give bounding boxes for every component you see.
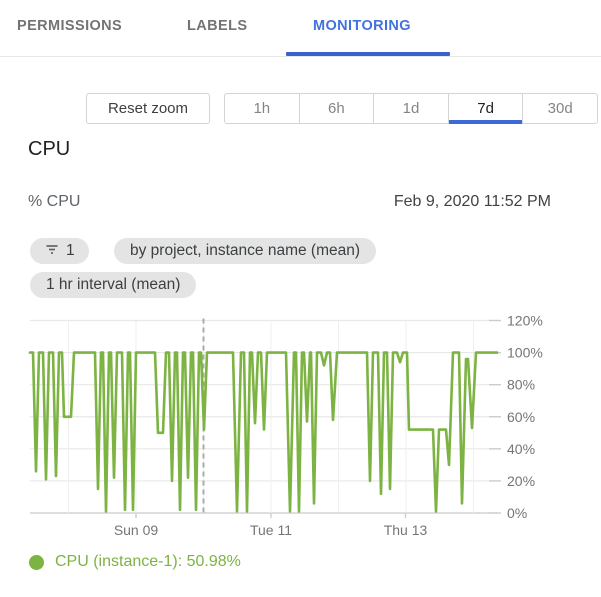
reset-zoom-button[interactable]: Reset zoom [86,93,210,124]
y-axis-label-60: 60% [507,409,535,425]
range-button-7d[interactable]: 7d [447,94,523,124]
y-axis-label-40: 40% [507,441,535,457]
x-axis-label: Sun 09 [114,522,159,538]
metric-label: % CPU [28,193,81,210]
x-axis-label: Thu 13 [384,522,428,538]
y-axis-label-80: 80% [507,377,535,393]
tab-labels[interactable]: LABELS [187,18,248,34]
time-range-button-group: 1h 6h 1d 7d 30d [224,93,598,124]
legend-item-cpu-instance-1[interactable]: CPU (instance-1): 50.98% [29,553,241,571]
filter-list-icon [44,241,60,262]
filter-count-chip[interactable]: 1 [30,238,89,264]
legend-label: CPU (instance-1): 50.98% [55,553,241,570]
cpu-usage-chart[interactable]: 120% 100% 80% 60% 40% 20% 0% Sun 09 Tue 11 Thu 13 [0,310,601,547]
active-tab-underline [286,52,450,56]
series-line-cpu [28,351,499,513]
tab-monitoring[interactable]: MONITORING [313,18,411,34]
range-button-1h[interactable]: 1h [225,94,299,123]
chart-timestamp: Feb 9, 2020 11:52 PM [393,193,551,210]
range-button-6h[interactable]: 6h [298,94,374,123]
y-axis-label-0: 0% [507,505,527,521]
tab-bar: PERMISSIONS LABELS MONITORING [0,0,601,57]
group-by-chip[interactable]: by project, instance name (mean) [114,238,377,264]
range-button-30d[interactable]: 30d [522,94,597,123]
interval-chip[interactable]: 1 hr interval (mean) [30,272,197,298]
page-title: CPU [28,138,71,160]
y-axis-label-20: 20% [507,473,535,489]
filter-count: 1 [66,242,75,259]
y-axis-label-100: 100% [507,345,543,361]
range-button-1d[interactable]: 1d [373,94,448,123]
y-axis-label-120: 120% [507,313,543,329]
x-axis-label: Tue 11 [250,522,292,538]
tab-permissions[interactable]: PERMISSIONS [17,18,123,34]
legend-color-dot [29,554,44,570]
